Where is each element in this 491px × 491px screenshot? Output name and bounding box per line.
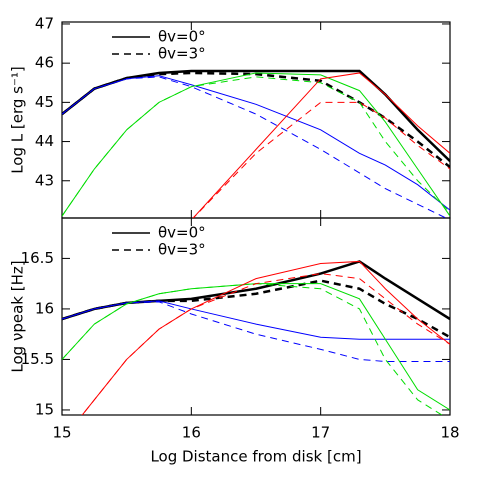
panel-frame (61, 217, 451, 416)
y-axis-title: Log νpeak [Hz] (9, 260, 27, 372)
plot-area (62, 260, 450, 415)
x-tick-label: 17 (311, 424, 330, 442)
line (62, 69, 450, 163)
x-tick-label: 18 (440, 424, 459, 442)
y-tick-label: 47 (35, 14, 54, 32)
y-axis-title: Log L [erg s⁻¹] (9, 66, 27, 174)
line (192, 72, 450, 218)
y-tick-label: 16.5 (21, 249, 54, 267)
plot-area (62, 69, 450, 218)
x-tick-label: 15 (52, 424, 71, 442)
y-tick-label: 46 (35, 54, 54, 72)
x-tick-label: 16 (182, 424, 201, 442)
y-tick-label: 15 (35, 400, 54, 418)
legend-label: θv=3° (158, 241, 206, 259)
x-axis-title: Log Distance from disk [cm] (150, 448, 361, 466)
legend-label: θv=0° (158, 28, 206, 46)
panel-frame (61, 21, 451, 219)
line (62, 279, 450, 339)
line (81, 273, 450, 415)
line (62, 71, 450, 169)
line (62, 75, 450, 211)
y-tick-label: 43 (35, 171, 54, 189)
y-tick-label: 15.5 (21, 350, 54, 368)
legend-label: θv=3° (158, 45, 206, 63)
y-tick-label: 45 (35, 93, 54, 111)
line (62, 260, 450, 321)
line (62, 72, 450, 217)
line (62, 300, 450, 340)
y-tick-label: 44 (35, 132, 54, 150)
line (62, 76, 450, 217)
line (62, 283, 450, 411)
y-tick-label: 16 (35, 299, 54, 317)
legend-label: θv=0° (158, 224, 206, 242)
line (62, 76, 448, 218)
line (62, 301, 450, 362)
